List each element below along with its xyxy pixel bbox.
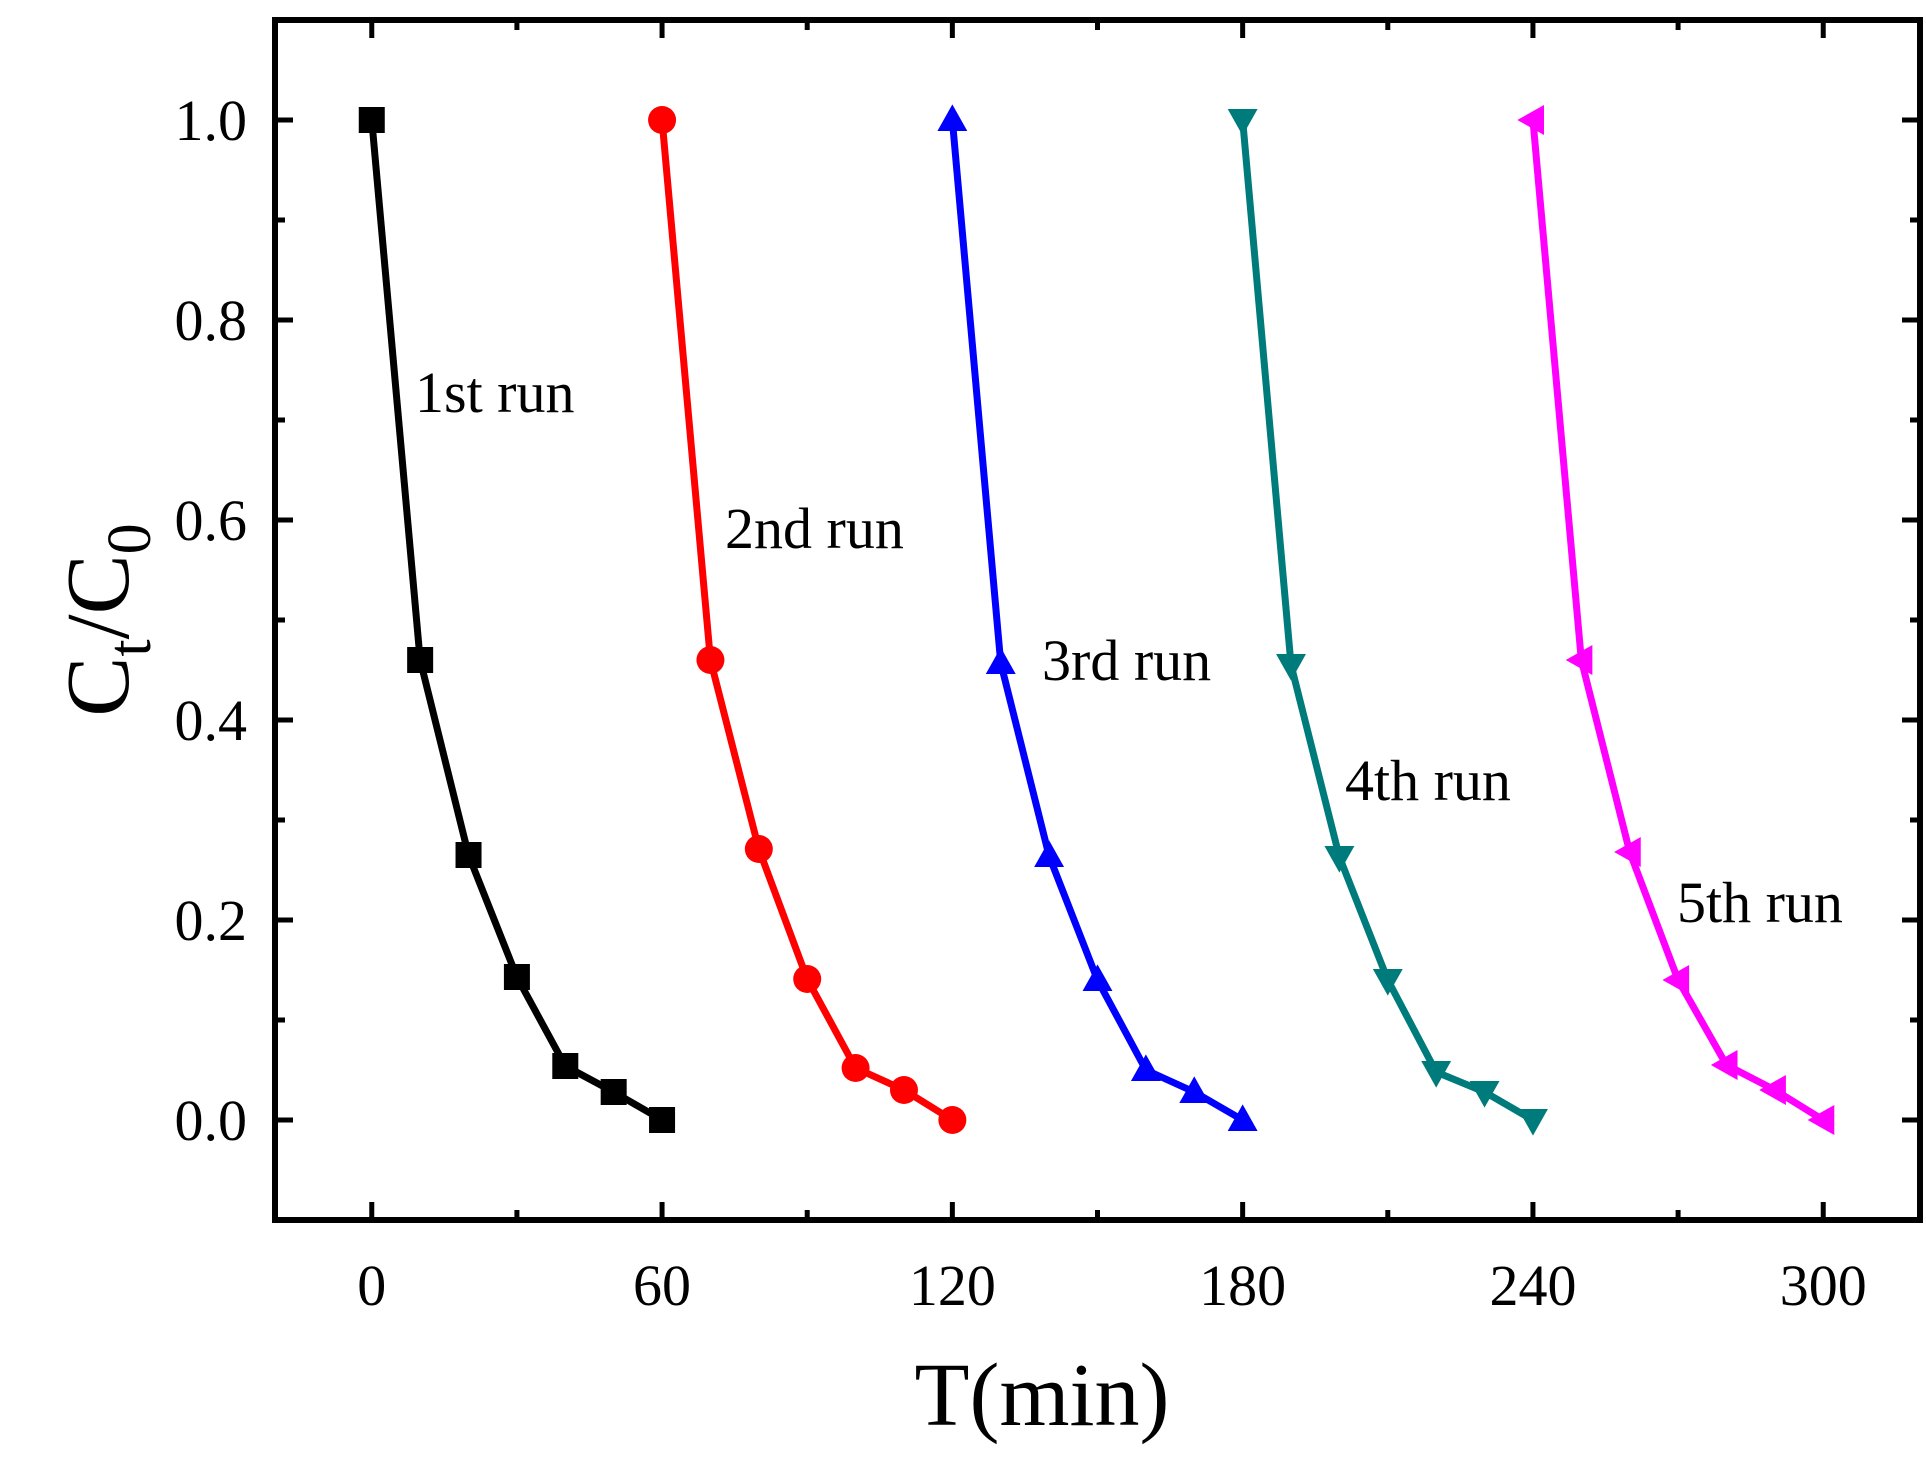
- data-point-2nd-run: [648, 106, 677, 134]
- data-point-1st-run: [407, 647, 434, 673]
- x-tick-label: 0: [357, 1253, 386, 1318]
- data-point-1st-run: [600, 1079, 627, 1105]
- data-point-2nd-run: [938, 1106, 967, 1134]
- y-tick-label: 1.0: [175, 88, 248, 153]
- series-1st-run: [358, 107, 676, 1133]
- ticks-layer: 0 60 120 180 240 300 0.0 0.2 0.4 0.6 0.8 1.0: [175, 17, 1920, 1318]
- data-point-4th-run: [1276, 653, 1306, 681]
- series-3rd-run: [937, 104, 1258, 1132]
- data-point-5th-run: [1807, 1105, 1835, 1135]
- y-axis-title-slash: /: [49, 614, 148, 639]
- data-point-2nd-run: [744, 835, 773, 863]
- y-axis-title-sub-t: t: [96, 639, 164, 656]
- data-point-3rd-run: [937, 104, 968, 132]
- data-point-5th-run: [1759, 1075, 1786, 1105]
- y-tick-label: 0.0: [175, 1088, 248, 1153]
- series-4th-run: [1227, 108, 1548, 1136]
- y-axis-title-sub-0: 0: [96, 523, 164, 554]
- annotation-5th-run: 5th run: [1677, 870, 1843, 935]
- x-tick-label: 240: [1489, 1253, 1576, 1318]
- data-point-1st-run: [503, 964, 530, 990]
- data-point-4th-run: [1372, 968, 1403, 996]
- data-point-3rd-run: [985, 647, 1016, 675]
- x-axis-title: T(min): [915, 1346, 1170, 1445]
- data-point-4th-run: [1517, 1108, 1548, 1136]
- data-point-5th-run: [1565, 645, 1593, 675]
- plot-frame: [272, 17, 1923, 1223]
- y-tick-label: 0.6: [175, 488, 248, 553]
- x-tick-label: 120: [909, 1253, 996, 1318]
- data-point-1st-run: [358, 107, 385, 133]
- y-tick-label: 0.8: [175, 288, 248, 353]
- annotation-4th-run: 4th run: [1345, 748, 1511, 813]
- data-point-1st-run: [455, 842, 482, 868]
- data-point-5th-run: [1517, 105, 1544, 135]
- annotation-1st-run: 1st run: [415, 360, 575, 425]
- data-point-2nd-run: [696, 646, 725, 674]
- x-tick-label: 60: [633, 1253, 691, 1318]
- series-line-5th-run: [1529, 119, 1826, 1123]
- data-point-3rd-run: [1179, 1076, 1210, 1104]
- y-tick-label: 0.2: [175, 888, 248, 953]
- annotation-3rd-run: 3rd run: [1042, 628, 1211, 693]
- data-point-3rd-run: [1034, 840, 1065, 868]
- data-point-5th-run: [1614, 837, 1641, 867]
- series-2nd-run: [648, 106, 967, 1134]
- x-tick-label: 300: [1780, 1253, 1867, 1318]
- data-point-2nd-run: [793, 965, 822, 993]
- data-point-5th-run: [1710, 1050, 1738, 1080]
- x-tick-label: 180: [1199, 1253, 1286, 1318]
- data-point-4th-run: [1324, 845, 1355, 873]
- y-axis-title: Ct/C0: [49, 523, 164, 716]
- data-point-3rd-run: [1130, 1054, 1161, 1082]
- data-point-2nd-run: [841, 1054, 870, 1082]
- data-point-3rd-run: [1082, 964, 1113, 992]
- data-point-1st-run: [552, 1053, 579, 1079]
- y-tick-label: 0.4: [175, 688, 248, 753]
- y-axis-title-c0: C: [49, 554, 148, 614]
- data-point-4th-run: [1469, 1080, 1500, 1108]
- data-point-1st-run: [649, 1107, 676, 1133]
- data-point-3rd-run: [1227, 1104, 1258, 1132]
- y-axis-title-c1: C: [49, 657, 148, 717]
- series-5th-run: [1517, 105, 1835, 1135]
- series-layer: [358, 104, 1835, 1136]
- data-point-5th-run: [1662, 965, 1690, 995]
- annotation-2nd-run: 2nd run: [725, 496, 904, 561]
- data-point-4th-run: [1421, 1060, 1452, 1088]
- data-point-2nd-run: [889, 1076, 918, 1104]
- data-point-4th-run: [1227, 108, 1258, 136]
